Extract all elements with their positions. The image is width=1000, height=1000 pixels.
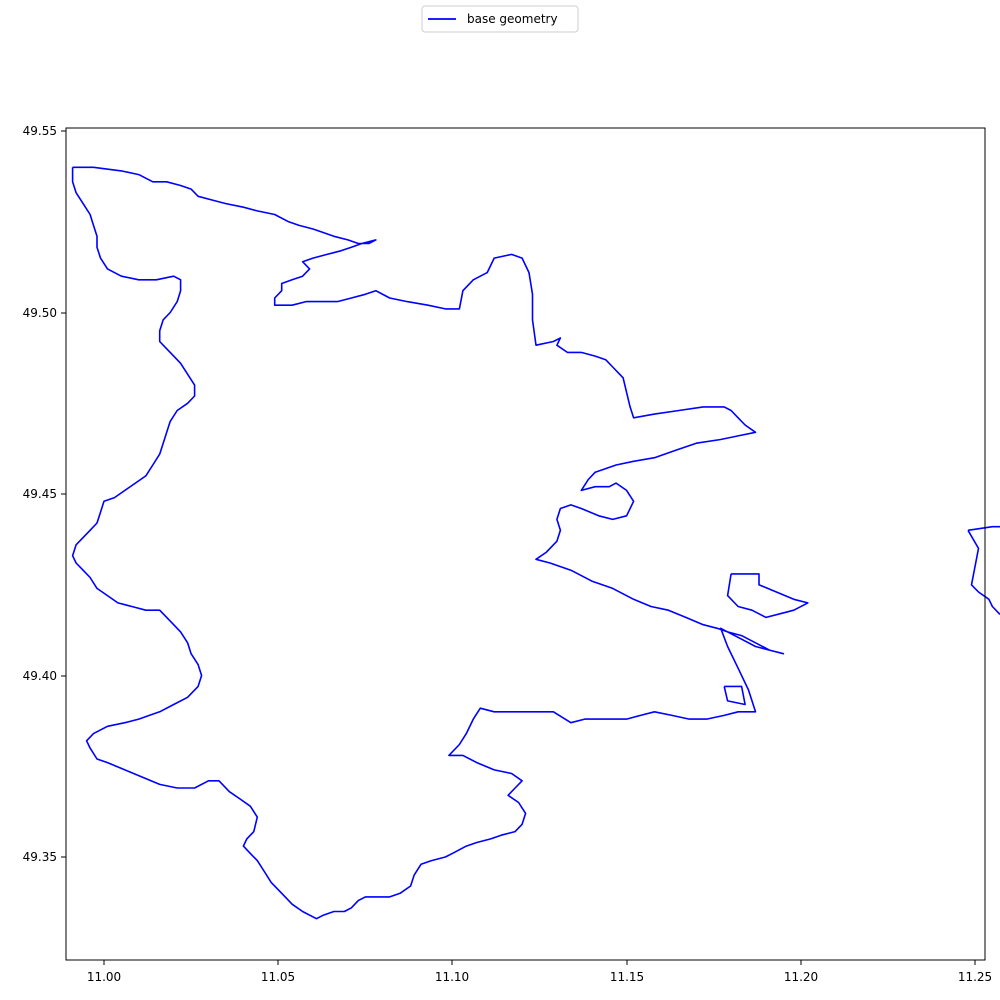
y-tick-label: 49.50 [23, 306, 57, 320]
geometry-outline-1 [71, 166, 785, 920]
x-tick-label: 11.15 [610, 970, 644, 984]
y-tick-label: 49.55 [23, 124, 57, 138]
base-geometry-outlines [71, 166, 1000, 920]
y-tick-label: 49.35 [23, 850, 57, 864]
legend-box [421, 5, 579, 33]
x-axis: 11.00 11.05 11.10 11.15 11.20 11.25 [87, 960, 992, 984]
legend-label: base geometry [467, 12, 558, 26]
plot-area [65, 127, 1000, 961]
axes-frame [65, 127, 986, 961]
x-tick-label: 11.05 [261, 970, 295, 984]
x-tick-label: 11.25 [958, 970, 992, 984]
y-tick-label: 49.45 [23, 487, 57, 501]
x-tick-label: 11.20 [784, 970, 818, 984]
legend: base geometry [421, 5, 579, 33]
geometry-outline-2 [726, 573, 809, 619]
x-tick-label: 11.00 [87, 970, 121, 984]
geometry-outline-4 [967, 525, 1000, 616]
axes-background [66, 128, 985, 960]
x-tick-label: 11.10 [435, 970, 469, 984]
geometry-outline-3 [723, 685, 746, 706]
y-axis: 49.35 49.40 49.45 49.50 49.55 [23, 124, 66, 864]
y-tick-label: 49.40 [23, 669, 57, 683]
